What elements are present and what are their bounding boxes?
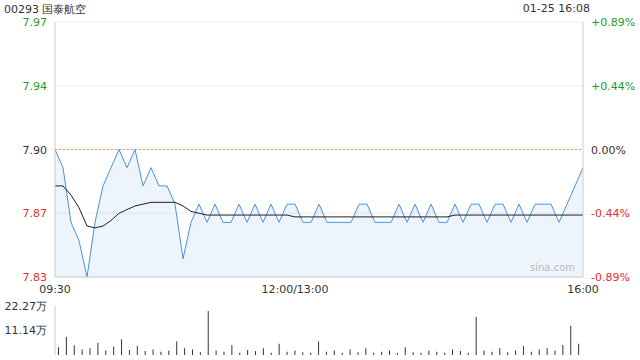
svg-text:-0.89%: -0.89% (591, 271, 630, 284)
svg-text:+0.89%: +0.89% (591, 16, 632, 29)
svg-text:16:00: 16:00 (567, 283, 599, 296)
svg-text:0.00%: 0.00% (591, 144, 626, 157)
svg-text:+0.44%: +0.44% (591, 80, 632, 93)
svg-text:22.27万: 22.27万 (8, 300, 47, 313)
svg-text:7.87: 7.87 (23, 207, 48, 220)
svg-text:7.90: 7.90 (23, 144, 48, 157)
svg-text:12:00/13:00: 12:00/13:00 (261, 283, 328, 296)
svg-text:7.94: 7.94 (23, 80, 48, 93)
svg-text:7.83: 7.83 (23, 271, 48, 284)
html-text:01-25 16:08: 01-25 16:08 (522, 2, 590, 15)
svg-text:7.97: 7.97 (23, 16, 48, 29)
svg-text:09:30: 09:30 (39, 283, 71, 296)
svg-text:-0.44%: -0.44% (591, 207, 630, 220)
html-text:sina.com: sina.com (530, 262, 575, 273)
svg-text:11.14万: 11.14万 (8, 324, 47, 337)
html-text:00293 国泰航空: 00293 国泰航空 (4, 3, 87, 16)
